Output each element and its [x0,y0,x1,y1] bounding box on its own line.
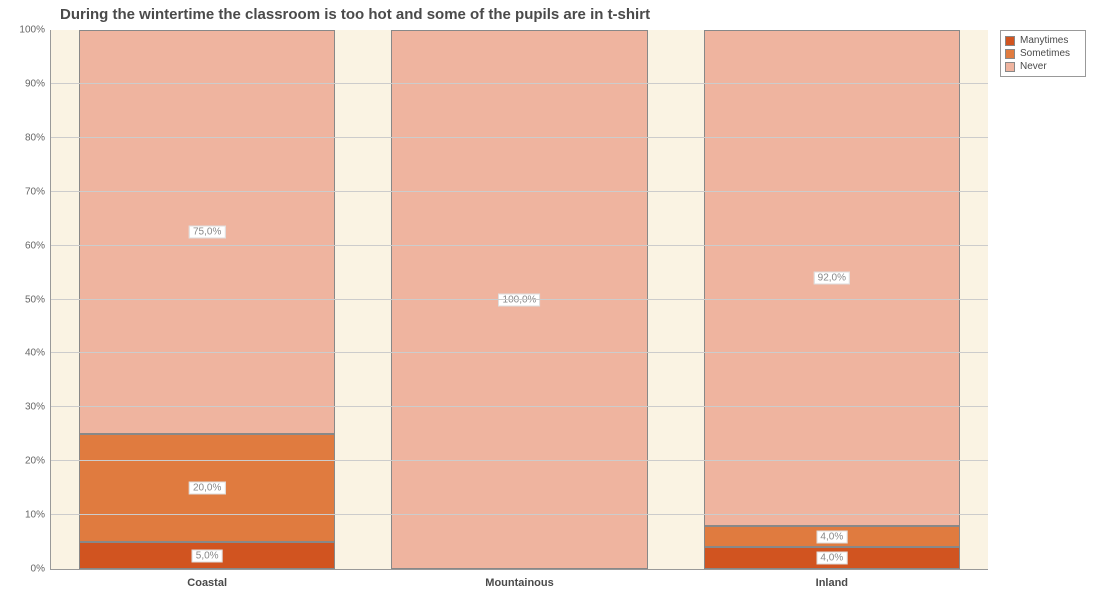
bars-layer: 5,0% 20,0% 75,0% 100,0% 4,0% 4,0% 92,0% [51,30,988,569]
bar-segment: 100,0% [391,30,647,569]
legend-swatch [1005,36,1015,46]
bar-group: 4,0% 4,0% 92,0% [704,30,960,569]
bar-segment: 5,0% [79,542,335,569]
grid-line [51,245,988,246]
grid-line [51,191,988,192]
bar-group: 100,0% [391,30,647,569]
legend-swatch [1005,62,1015,72]
segment-value-label: 4,0% [816,530,847,543]
category-label: Mountainous [485,569,553,589]
y-tick-label: 40% [25,348,51,359]
legend-label: Manytimes [1020,35,1068,46]
grid-line [51,514,988,515]
segment-value-label: 5,0% [192,549,223,562]
category-label: Coastal [187,569,227,589]
y-tick-label: 70% [25,186,51,197]
y-tick-label: 60% [25,240,51,251]
segment-value-label: 92,0% [814,271,850,284]
legend: Manytimes Sometimes Never [1000,30,1086,77]
y-tick-label: 80% [25,132,51,143]
plot-area: 5,0%20,0%75,0%100,0%4,0%4,0%92,0% 0%10%2… [50,30,988,570]
bar-segment: 92,0% [704,30,960,526]
legend-label: Never [1020,61,1047,72]
y-tick-label: 100% [19,25,51,36]
y-tick-label: 90% [25,78,51,89]
segment-value-label: 75,0% [189,226,225,239]
grid-line [51,83,988,84]
y-tick-label: 0% [31,564,51,575]
grid-line [51,406,988,407]
legend-item: Never [1005,60,1081,73]
grid-line [51,299,988,300]
bar-group: 5,0% 20,0% 75,0% [79,30,335,569]
segment-value-label: 4,0% [816,552,847,565]
legend-item: Manytimes [1005,34,1081,47]
category-label: Inland [816,569,848,589]
y-tick-label: 10% [25,510,51,521]
chart-container: During the wintertime the classroom is t… [0,0,1093,601]
chart-title: During the wintertime the classroom is t… [60,6,650,23]
grid-line [51,137,988,138]
bar-segment: 4,0% [704,526,960,548]
legend-swatch [1005,49,1015,59]
y-tick-label: 50% [25,294,51,305]
legend-item: Sometimes [1005,47,1081,60]
bar-segment: 20,0% [79,434,335,542]
grid-line [51,460,988,461]
y-tick-label: 30% [25,402,51,413]
segment-value-label: 100,0% [499,293,541,306]
legend-label: Sometimes [1020,48,1070,59]
y-tick-label: 20% [25,456,51,467]
bar-segment: 75,0% [79,30,335,434]
bar-segment: 4,0% [704,547,960,569]
segment-value-label: 20,0% [189,482,225,495]
grid-line [51,352,988,353]
